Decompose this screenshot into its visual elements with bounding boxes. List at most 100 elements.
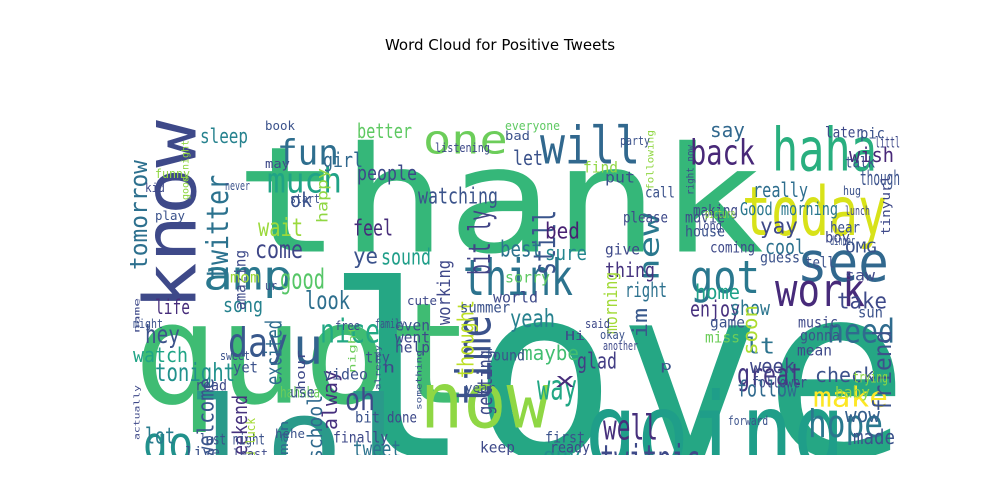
word-might: might (133, 316, 164, 331)
word-miss: miss (705, 328, 740, 347)
word-haha: haha (772, 114, 877, 185)
word-think: think (463, 248, 574, 307)
word-way: way (537, 366, 577, 408)
word-wish: wish (849, 143, 894, 167)
word-game: game (710, 313, 745, 332)
word-lt: lt (745, 333, 776, 359)
word-maybe: maybe (521, 341, 580, 365)
word-call: call (645, 183, 675, 202)
word-right: right (625, 278, 668, 302)
word-hi: Hi (565, 328, 586, 343)
word-watching: watching (418, 183, 498, 209)
word-lot: lot (145, 423, 175, 449)
word-say: say (710, 118, 745, 142)
word-talk: talk (845, 153, 875, 172)
word-look: look (305, 285, 350, 315)
word-found: found (485, 346, 526, 365)
word-later: later (825, 123, 864, 142)
word-sound: sound (381, 244, 432, 270)
word-finally: finally (333, 428, 389, 447)
word-hehe: hehe (275, 426, 305, 441)
word-another: another (603, 338, 639, 353)
word-see: see (797, 230, 889, 295)
word-pic: pic (860, 124, 885, 143)
word-use: use (290, 383, 315, 402)
word-book: book (265, 118, 295, 133)
word-n: n (383, 358, 396, 377)
word-cute: cute (407, 293, 437, 308)
word-coming: coming (710, 238, 756, 257)
word-yay: yay (760, 213, 798, 239)
word-much: much (267, 159, 342, 201)
word-today: today (742, 171, 888, 252)
word-find: find (583, 158, 618, 177)
word-enjoy: enjoy (690, 296, 741, 322)
word-trying: trying (853, 368, 889, 387)
chart-title: Word Cloud for Positive Tweets (384, 36, 616, 54)
word-music: music (798, 313, 839, 332)
word-u: u (293, 317, 324, 376)
word-hey: hey (145, 319, 180, 349)
word-girl: girl (323, 148, 363, 172)
word-cool: cool (765, 235, 805, 259)
word-try: try (365, 348, 390, 367)
word-tinyurl: tinyurl (878, 174, 893, 235)
word-first: first (545, 428, 586, 447)
word-year: year (465, 380, 495, 395)
word-give: give (605, 240, 640, 259)
word-little: little (875, 133, 900, 152)
word-done: done (387, 408, 417, 427)
word-twitpic: twitpic (600, 440, 700, 455)
word-gonna: gonna (800, 326, 841, 345)
word-watch: watch (133, 343, 189, 367)
word-party: party (620, 133, 651, 148)
word-good-morning: Good morning (740, 198, 839, 220)
word-world: world (493, 288, 539, 307)
word-tell: tell (805, 253, 835, 272)
word-play: play (155, 208, 185, 223)
word-last-night: last night (200, 430, 266, 449)
word-quot: quot (133, 272, 473, 437)
word-back: back (690, 131, 755, 173)
word-x: x (555, 368, 576, 392)
word-need: need (827, 312, 895, 351)
word-nice: nice (320, 312, 380, 351)
word-least: least (233, 446, 269, 455)
word-hear: hear (830, 218, 860, 237)
word-long: long (697, 218, 722, 233)
word-got: got (690, 250, 760, 304)
word-people: people (357, 161, 418, 185)
word-going: going (585, 370, 846, 455)
word-okay: okay (600, 327, 625, 342)
word-work: work (775, 263, 865, 317)
word-bit-ly: bit ly (462, 209, 498, 275)
word-hope: hope (808, 401, 883, 447)
word-free: free (335, 318, 360, 333)
word-may: may (265, 156, 290, 171)
word-keep: keep (480, 438, 515, 455)
word-week: week (750, 354, 795, 378)
word-bad: bad (505, 128, 530, 143)
word-live: live (185, 443, 220, 455)
word-omg: OMG (845, 238, 877, 257)
word-go: go (143, 415, 194, 455)
word-good: good (280, 262, 325, 296)
word-yeah: yeah (510, 303, 555, 333)
word-family: family (375, 316, 406, 331)
word-check: check (815, 363, 876, 387)
word-fun: fun (277, 131, 339, 173)
word-come: come (255, 234, 303, 264)
word-guess: guess (760, 248, 801, 267)
word-video: video (323, 365, 369, 384)
word-ok: ok (290, 188, 313, 212)
word-mom: mom (230, 268, 260, 287)
word-forward: forward (728, 413, 769, 428)
word-really: really (753, 178, 809, 202)
word-hug: hug (843, 183, 861, 198)
word-wait: wait (258, 212, 303, 242)
word-glad: glad (577, 348, 617, 374)
word-make: make (813, 380, 888, 414)
word-now: now (420, 354, 550, 447)
word-already: already (373, 344, 383, 390)
word-boy: boy (825, 228, 850, 247)
